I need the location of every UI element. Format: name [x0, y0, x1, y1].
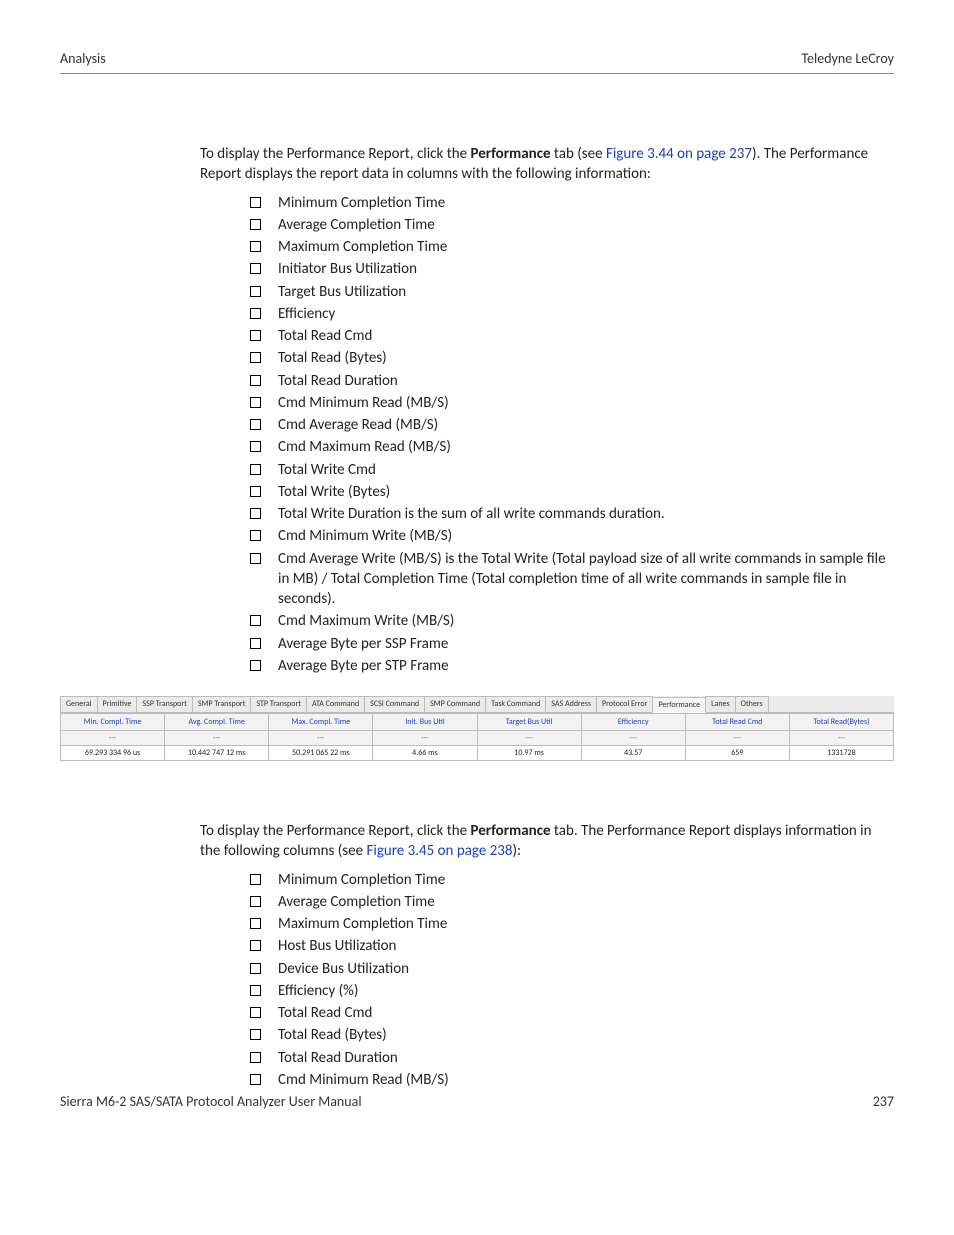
list-item: Device Bus Utilization: [250, 959, 894, 979]
table-header-cell: Avg. Compl. Time: [165, 714, 269, 731]
list-item: Average Completion Time: [250, 892, 894, 912]
paragraph-2: To display the Performance Report, click…: [200, 821, 894, 862]
footer-left: Sierra M6-2 SAS/SATA Protocol Analyzer U…: [60, 1093, 362, 1110]
performance-table-figure: GeneralPrimitiveSSP TransportSMP Transpo…: [60, 696, 894, 761]
table-cell: 69.293 334 96 us: [61, 746, 165, 761]
table-header-cell: Min. Compl. Time: [61, 714, 165, 731]
list-item: Total Write Cmd: [250, 460, 894, 480]
list-item: Average Byte per SSP Frame: [250, 634, 894, 654]
table-header-cell: Total Read(Bytes): [789, 714, 893, 731]
footer-right: 237: [873, 1093, 894, 1110]
table-cell: ---: [269, 731, 373, 746]
para2-bold: Performance: [471, 822, 551, 840]
list-item: Total Write Duration is the sum of all w…: [250, 504, 894, 524]
list-item: Cmd Average Read (MB/S): [250, 415, 894, 435]
list-item: Cmd Average Write (MB/S) is the Total Wr…: [250, 549, 894, 610]
table-header-cell: Target Bus Util: [477, 714, 581, 731]
tab-task-command[interactable]: Task Command: [485, 696, 546, 712]
list-item: Host Bus Utilization: [250, 936, 894, 956]
table-header-cell: Total Read Cmd: [685, 714, 789, 731]
list-item: Total Read Cmd: [250, 326, 894, 346]
tab-scsi-command[interactable]: SCSI Command: [364, 696, 425, 712]
bullet-list-1: Minimum Completion TimeAverage Completio…: [200, 193, 894, 677]
tab-ata-command[interactable]: ATA Command: [306, 696, 365, 712]
list-item: Total Read Cmd: [250, 1003, 894, 1023]
header-left: Analysis: [60, 50, 106, 67]
table-cell: 10.442 747 12 ms: [165, 746, 269, 761]
performance-table: Min. Compl. TimeAvg. Compl. TimeMax. Com…: [60, 713, 894, 761]
table-cell: ---: [685, 731, 789, 746]
tab-lanes[interactable]: Lanes: [705, 696, 736, 712]
table-row: 69.293 334 96 us10.442 747 12 ms50.291 0…: [61, 746, 894, 761]
table-cell: ---: [61, 731, 165, 746]
table-cell: ---: [165, 731, 269, 746]
table-cell: 1331728: [789, 746, 893, 761]
para2-post: ):: [512, 842, 521, 860]
table-header-cell: Init. Bus Util: [373, 714, 477, 731]
list-item: Maximum Completion Time: [250, 237, 894, 257]
table-cell: ---: [373, 731, 477, 746]
list-item: Target Bus Utilization: [250, 282, 894, 302]
list-item: Cmd Maximum Read (MB/S): [250, 437, 894, 457]
header-rule: [60, 73, 894, 74]
page-footer: Sierra M6-2 SAS/SATA Protocol Analyzer U…: [60, 1093, 894, 1110]
tab-primitive[interactable]: Primitive: [97, 696, 138, 712]
para2-link[interactable]: Figure 3.45 on page 238: [366, 842, 512, 860]
table-cell: 50.291 065 22 ms: [269, 746, 373, 761]
tab-others[interactable]: Others: [735, 696, 769, 712]
para2-pre: To display the Performance Report, click…: [200, 822, 471, 840]
table-cell: 43.57: [581, 746, 685, 761]
list-item: Cmd Maximum Write (MB/S): [250, 611, 894, 631]
tab-ssp-transport[interactable]: SSP Transport: [136, 696, 192, 712]
header-right: Teledyne LeCroy: [801, 50, 894, 67]
list-item: Total Read Duration: [250, 1048, 894, 1068]
table-cell: 659: [685, 746, 789, 761]
tab-sas-address[interactable]: SAS Address: [545, 696, 597, 712]
table-cell: 10.97 ms: [477, 746, 581, 761]
list-item: Average Completion Time: [250, 215, 894, 235]
list-item: Average Byte per STP Frame: [250, 656, 894, 676]
list-item: Total Read (Bytes): [250, 348, 894, 368]
list-item: Minimum Completion Time: [250, 193, 894, 213]
table-row: ------------------------: [61, 731, 894, 746]
tab-protocol-error[interactable]: Protocol Error: [596, 696, 653, 712]
list-item: Cmd Minimum Read (MB/S): [250, 1070, 894, 1090]
list-item: Efficiency (%): [250, 981, 894, 1001]
table-cell: ---: [789, 731, 893, 746]
list-item: Total Read (Bytes): [250, 1025, 894, 1045]
para1-mid: tab (see: [551, 145, 606, 163]
tab-strip: GeneralPrimitiveSSP TransportSMP Transpo…: [60, 696, 894, 713]
table-header-cell: Efficiency: [581, 714, 685, 731]
table-cell: ---: [581, 731, 685, 746]
tab-performance[interactable]: Performance: [652, 697, 706, 713]
list-item: Efficiency: [250, 304, 894, 324]
table-header-cell: Max. Compl. Time: [269, 714, 373, 731]
tab-stp-transport[interactable]: STP Transport: [250, 696, 307, 712]
tab-smp-transport[interactable]: SMP Transport: [192, 696, 252, 712]
page-header: Analysis Teledyne LeCroy: [60, 50, 894, 67]
tab-smp-command[interactable]: SMP Command: [424, 696, 486, 712]
table-cell: ---: [477, 731, 581, 746]
list-item: Minimum Completion Time: [250, 870, 894, 890]
para1-bold: Performance: [471, 145, 551, 163]
bullet-list-2: Minimum Completion TimeAverage Completio…: [200, 870, 894, 1091]
list-item: Cmd Minimum Read (MB/S): [250, 393, 894, 413]
list-item: Maximum Completion Time: [250, 914, 894, 934]
list-item: Total Read Duration: [250, 371, 894, 391]
para1-link[interactable]: Figure 3.44 on page 237: [606, 145, 752, 163]
table-cell: 4.66 ms: [373, 746, 477, 761]
list-item: Initiator Bus Utilization: [250, 259, 894, 279]
paragraph-1: To display the Performance Report, click…: [200, 144, 894, 185]
list-item: Cmd Minimum Write (MB/S): [250, 526, 894, 546]
tab-general[interactable]: General: [60, 696, 98, 712]
para1-pre: To display the Performance Report, click…: [200, 145, 471, 163]
list-item: Total Write (Bytes): [250, 482, 894, 502]
